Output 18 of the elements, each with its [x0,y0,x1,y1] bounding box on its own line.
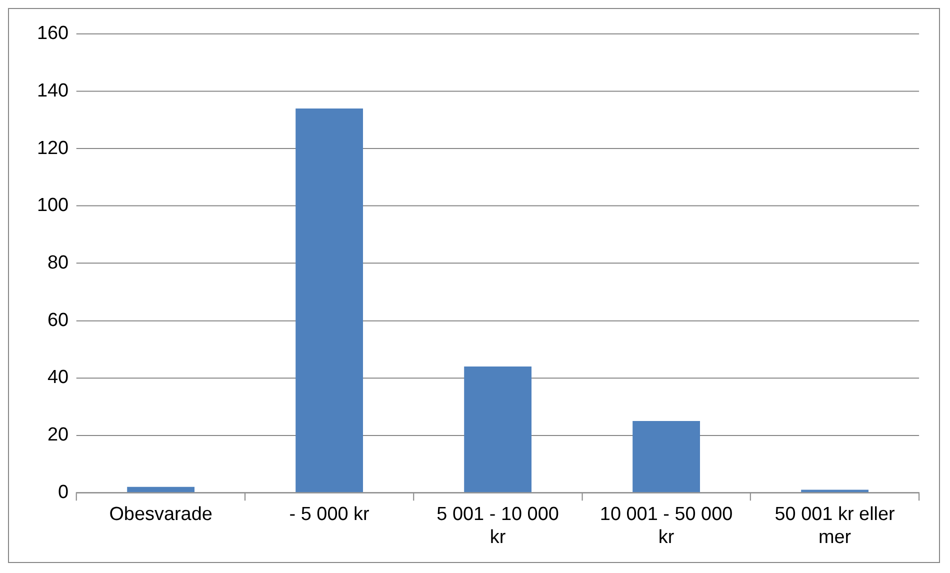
bar [127,486,195,492]
bar [464,366,532,492]
y-tick-label: 60 [47,310,69,331]
bar [296,108,363,492]
x-tick-label: 5 001 - 10 000 kr [436,504,559,548]
y-tick-label: 160 [36,23,69,44]
y-tick-label: 20 [47,424,69,446]
y-tick-label: 0 [58,482,69,503]
x-tick-label: 10 001 - 50 000 kr [600,504,733,548]
y-tick-label: 100 [36,195,69,216]
x-tick-label: - 5 000 kr [289,504,370,526]
y-tick-label: 80 [47,252,69,274]
y-tick-label: 40 [47,367,69,388]
bar [632,420,700,492]
y-tick-label: 120 [36,138,69,159]
x-tick-label: Obesvarade [109,504,212,526]
x-tick-label: 50 001 kr eller mer [774,504,895,548]
y-tick-label: 140 [36,80,69,102]
